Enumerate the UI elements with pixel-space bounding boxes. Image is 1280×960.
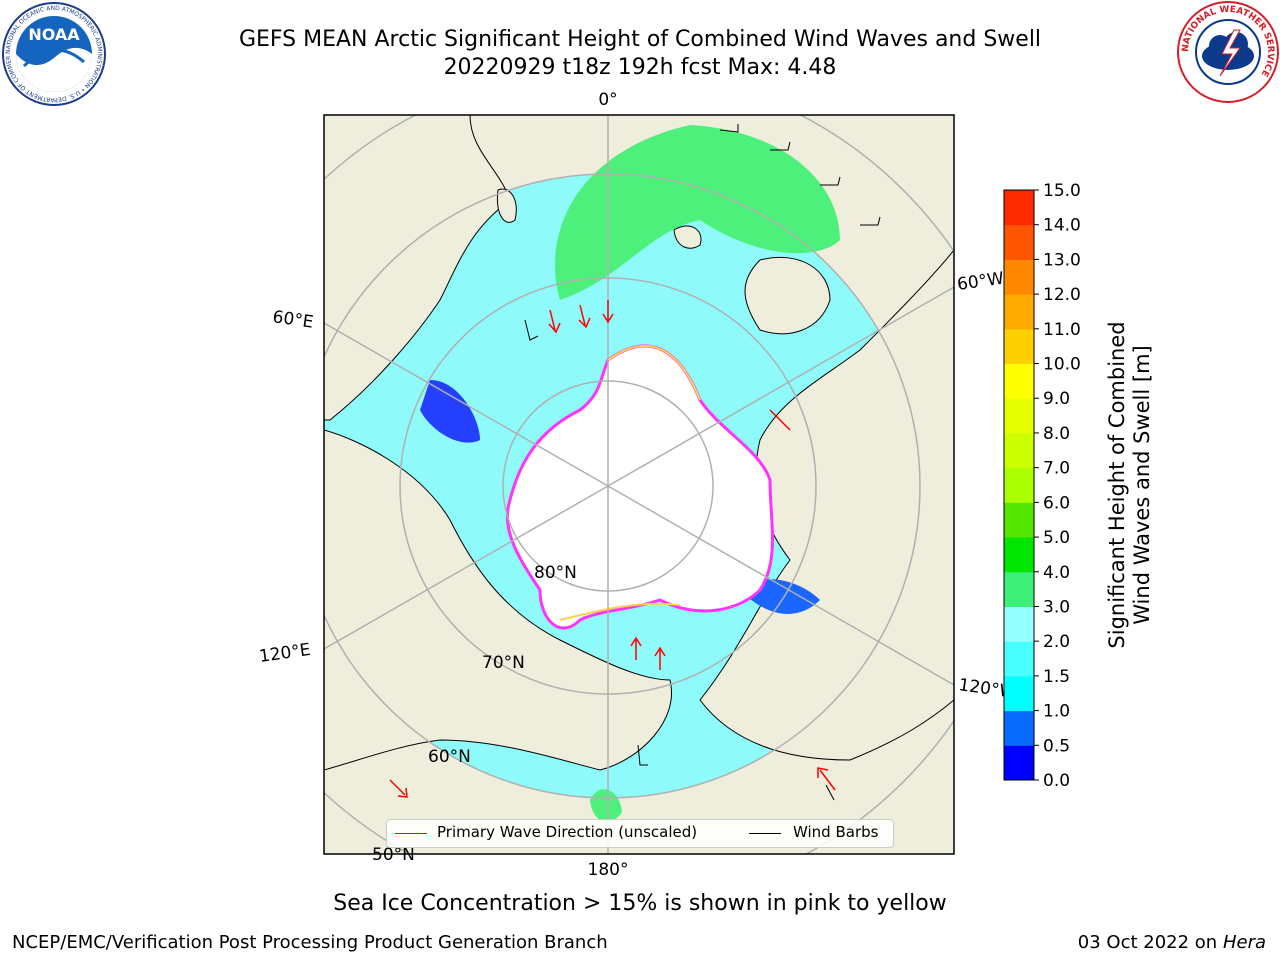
footer-date: 03 Oct 2022 on Hera xyxy=(1077,932,1266,953)
colorbar-tick-label: 1.5 xyxy=(1043,667,1070,687)
wind-barb xyxy=(770,141,791,151)
meridian-label-120e: 120°E xyxy=(258,640,312,667)
graticule xyxy=(324,115,954,854)
meridian-label-0: 0° xyxy=(598,90,617,110)
colorbar-tick-label: 1.0 xyxy=(1043,702,1070,722)
legend: Primary Wave Direction (unscaled) Wind B… xyxy=(386,819,894,848)
colorbar-label-line2: Wind Waves and Swell [m] xyxy=(1130,345,1154,625)
nws-logo-icon: NATIONAL WEATHER SERVICE xyxy=(1177,1,1279,103)
wind-barb xyxy=(637,744,648,766)
footer-credit: NCEP/EMC/Verification Post Processing Pr… xyxy=(12,932,608,953)
colorbar-tick-label: 10.0 xyxy=(1043,355,1081,375)
colorbar-label: Significant Height of Combined Wind Wave… xyxy=(1095,190,1165,780)
colorbar-segment xyxy=(1004,259,1034,295)
map-frame xyxy=(323,114,955,855)
wind-barb xyxy=(860,216,881,226)
colorbar-segment xyxy=(1004,294,1034,330)
sea-ice-fringe xyxy=(607,344,701,401)
meridian-120w xyxy=(607,485,954,686)
meridian-120e xyxy=(324,485,609,650)
wind-barb xyxy=(820,176,841,186)
colorbar-segment xyxy=(1004,641,1034,677)
wave-arrow xyxy=(389,779,408,798)
colorbar-segment xyxy=(1004,675,1034,712)
meridian-label-60e: 60°E xyxy=(271,307,314,332)
colorbar-tick-label: 11.0 xyxy=(1043,320,1081,340)
wind-barb xyxy=(524,319,539,341)
colorbar: 0.0 0.5 1.0 1.5 2.0 3.0 4.0 5.0 6.0 7.0 8.0 9.0 10.0… xyxy=(1003,181,1081,790)
meridian-label-180: 180° xyxy=(588,860,629,880)
noaa-logo-icon: NOAA NATIONAL OCEANIC AND ATMOSPHERIC AD… xyxy=(2,2,106,106)
colorbar-tick-label: 0.0 xyxy=(1043,771,1070,790)
wave-direction-arrows xyxy=(389,300,836,798)
wind-barbs-legend-line xyxy=(749,833,781,834)
colorbar-segment xyxy=(1004,363,1034,399)
colorbar-tick-label: 15.0 xyxy=(1043,181,1081,201)
svg-text:NOAA: NOAA xyxy=(28,25,80,44)
iceland-land xyxy=(673,225,702,249)
colorbar-frame xyxy=(1003,189,1035,781)
north-america-land xyxy=(699,249,954,761)
primary-wave-legend-label: Primary Wave Direction (unscaled) xyxy=(437,823,698,841)
colorbar-segment xyxy=(1004,398,1034,434)
colorbar-tick-label: 8.0 xyxy=(1043,424,1070,444)
meridian-60e xyxy=(324,322,609,487)
parallel-label-60: 60°N xyxy=(428,747,471,767)
colorbar-tick-label: 6.0 xyxy=(1043,493,1070,513)
colorbar-segment xyxy=(1004,537,1034,573)
colorbar-segment xyxy=(1004,224,1034,260)
wind-barbs-legend-label: Wind Barbs xyxy=(793,823,879,841)
wave-arrow xyxy=(630,636,642,660)
colorbar-tick-label: 4.0 xyxy=(1043,563,1070,583)
chart-title: GEFS MEAN Arctic Significant Height of C… xyxy=(238,27,1042,52)
wind-barb xyxy=(719,124,739,133)
parallel-label-70: 70°N xyxy=(482,653,525,673)
colorbar-tick-label: 0.5 xyxy=(1043,736,1070,756)
colorbar-tick-label: 12.0 xyxy=(1043,285,1081,305)
parallel-label-50: 50°N xyxy=(372,845,415,865)
greenland-tip-land xyxy=(744,256,831,335)
colorbar-segment xyxy=(1004,606,1034,642)
colorbar-segment xyxy=(1004,328,1034,365)
colorbar-segment xyxy=(1004,432,1034,469)
wave-arrow xyxy=(548,309,561,334)
colorbar-segment xyxy=(1004,467,1034,503)
colorbar-tick-label: 5.0 xyxy=(1043,528,1070,548)
wave-arrow xyxy=(817,767,836,791)
colorbar-segment xyxy=(1004,710,1034,746)
wave-arrow xyxy=(578,304,591,329)
sea-ice-area xyxy=(505,344,774,630)
scandinavia-land xyxy=(324,115,511,421)
colorbar-label-line1: Significant Height of Combined xyxy=(1105,321,1129,649)
colorbar-segment xyxy=(1004,571,1034,607)
colorbar-segment xyxy=(1004,745,1034,781)
wave-zone-0-1m xyxy=(420,380,480,443)
wave-arrow xyxy=(602,300,614,324)
colorbar-tick-label: 7.0 xyxy=(1043,459,1070,479)
primary-wave-legend-line xyxy=(395,833,427,834)
wind-barbs xyxy=(524,124,881,801)
colorbar-tick-label: 13.0 xyxy=(1043,250,1081,270)
wave-arrow xyxy=(654,646,666,670)
siberia-land xyxy=(324,429,672,771)
colorbar-segment xyxy=(1004,190,1034,226)
colorbar-tick-label: 2.0 xyxy=(1043,632,1070,652)
sea-ice-fringe-south xyxy=(559,602,681,621)
colorbar-tick-label: 3.0 xyxy=(1043,597,1070,617)
wave-arrow xyxy=(769,409,791,431)
chart-subtitle: 20220929 t18z 192h fcst Max: 4.48 xyxy=(443,55,837,80)
parallel-label-80: 80°N xyxy=(534,563,577,583)
colorbar-tick-label: 14.0 xyxy=(1043,216,1081,236)
wave-zone-3-4m xyxy=(555,125,840,300)
wind-barb xyxy=(825,784,835,801)
sea-ice-note: Sea Ice Concentration > 15% is shown in … xyxy=(333,891,947,916)
footer-host: Hera xyxy=(1222,932,1266,953)
colorbar-tick-label: 9.0 xyxy=(1043,389,1070,409)
meridian-60w xyxy=(607,286,954,487)
colorbar-segment xyxy=(1004,502,1034,538)
